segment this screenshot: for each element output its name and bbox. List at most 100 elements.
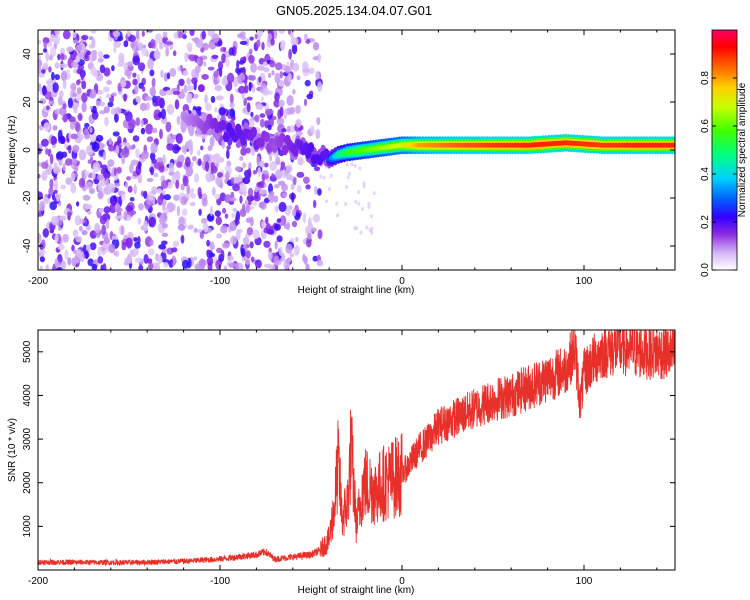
noise-blob <box>84 216 88 226</box>
noise-blob <box>344 202 348 207</box>
noise-blob <box>178 154 185 162</box>
snr-xlabel: Height of straight line (km) <box>298 585 415 596</box>
noise-blob <box>243 77 248 86</box>
noise-blob <box>234 215 239 227</box>
noise-blob <box>289 62 294 70</box>
noise-blob <box>315 70 319 80</box>
noise-blob <box>226 72 235 84</box>
noise-blob <box>284 65 291 74</box>
noise-blob <box>181 259 190 269</box>
noise-blob <box>271 70 275 76</box>
snr-plot <box>38 330 675 567</box>
noise-blob <box>281 183 288 192</box>
noise-blob <box>264 162 269 168</box>
noise-blob <box>222 207 227 214</box>
noise-blob <box>279 71 283 79</box>
noise-blob <box>274 92 280 102</box>
heatmap-ridge <box>180 109 675 169</box>
noise-blob <box>57 53 61 61</box>
noise-blob <box>211 54 219 60</box>
noise-blob <box>249 48 253 55</box>
noise-blob <box>157 195 163 206</box>
noise-blob <box>194 65 201 74</box>
noise-blob <box>149 86 156 97</box>
noise-blob <box>239 195 243 204</box>
noise-blob <box>103 206 111 214</box>
noise-blob <box>197 149 201 156</box>
noise-blob <box>296 75 301 81</box>
noise-blob <box>234 166 242 172</box>
noise-blob <box>53 189 58 194</box>
noise-blob <box>52 82 59 93</box>
noise-blob <box>101 164 108 170</box>
noise-blob <box>43 122 51 132</box>
ridge-segment <box>279 132 286 144</box>
noise-blob <box>245 217 252 223</box>
noise-blob <box>256 181 263 188</box>
noise-blob <box>41 161 49 169</box>
noise-blob <box>173 32 178 39</box>
noise-blob <box>313 166 321 172</box>
noise-blob <box>358 166 362 171</box>
noise-blob <box>346 175 350 180</box>
noise-blob <box>180 234 185 244</box>
noise-blob <box>211 186 216 196</box>
noise-blob <box>370 214 373 219</box>
noise-blob <box>191 37 200 42</box>
noise-blob <box>246 102 251 113</box>
noise-blob <box>304 33 308 41</box>
noise-blob <box>305 184 311 190</box>
noise-blob <box>108 145 115 152</box>
noise-blob <box>258 76 262 83</box>
noise-blob <box>148 191 154 202</box>
noise-blob <box>151 77 156 88</box>
noise-blob <box>182 104 190 113</box>
noise-blob <box>367 204 371 209</box>
noise-blob <box>120 225 125 236</box>
noise-blob <box>180 195 188 206</box>
noise-blob <box>186 184 190 195</box>
noise-blob <box>87 210 92 215</box>
noise-blob <box>156 157 164 163</box>
noise-blob <box>265 216 269 224</box>
noise-blob <box>64 249 69 261</box>
noise-blob <box>135 148 140 159</box>
noise-blob <box>297 156 304 166</box>
noise-blob <box>274 240 278 250</box>
noise-blob <box>262 87 270 96</box>
noise-blob <box>312 255 318 262</box>
noise-blob <box>79 54 83 59</box>
noise-blob <box>153 172 159 178</box>
noise-blob <box>159 41 164 50</box>
noise-blob <box>76 68 83 75</box>
noise-blob <box>57 244 65 251</box>
noise-blob <box>72 30 77 39</box>
noise-blob <box>97 246 102 257</box>
ridge-segment <box>222 131 230 143</box>
noise-blob <box>201 197 208 207</box>
noise-blob <box>206 239 211 247</box>
noise-blob <box>135 117 141 126</box>
noise-blob <box>175 133 183 144</box>
noise-blob <box>190 188 195 193</box>
x-tick-label: 0 <box>399 276 405 287</box>
noise-blob <box>133 237 138 242</box>
noise-blob <box>161 240 168 246</box>
noise-blob <box>278 201 287 213</box>
noise-blob <box>178 216 185 227</box>
noise-blob <box>49 54 53 61</box>
noise-blob <box>325 199 328 204</box>
noise-blob <box>216 247 223 254</box>
noise-blob <box>235 262 239 270</box>
noise-blob <box>100 168 107 175</box>
noise-blob <box>201 73 209 80</box>
noise-blob <box>296 171 305 178</box>
noise-blob <box>67 257 72 266</box>
noise-blob <box>307 233 312 240</box>
noise-blob <box>78 177 86 188</box>
noise-blob <box>135 164 142 176</box>
noise-blob <box>317 188 322 196</box>
noise-blob <box>210 165 218 174</box>
noise-blob <box>345 162 349 167</box>
noise-blob <box>215 95 224 101</box>
